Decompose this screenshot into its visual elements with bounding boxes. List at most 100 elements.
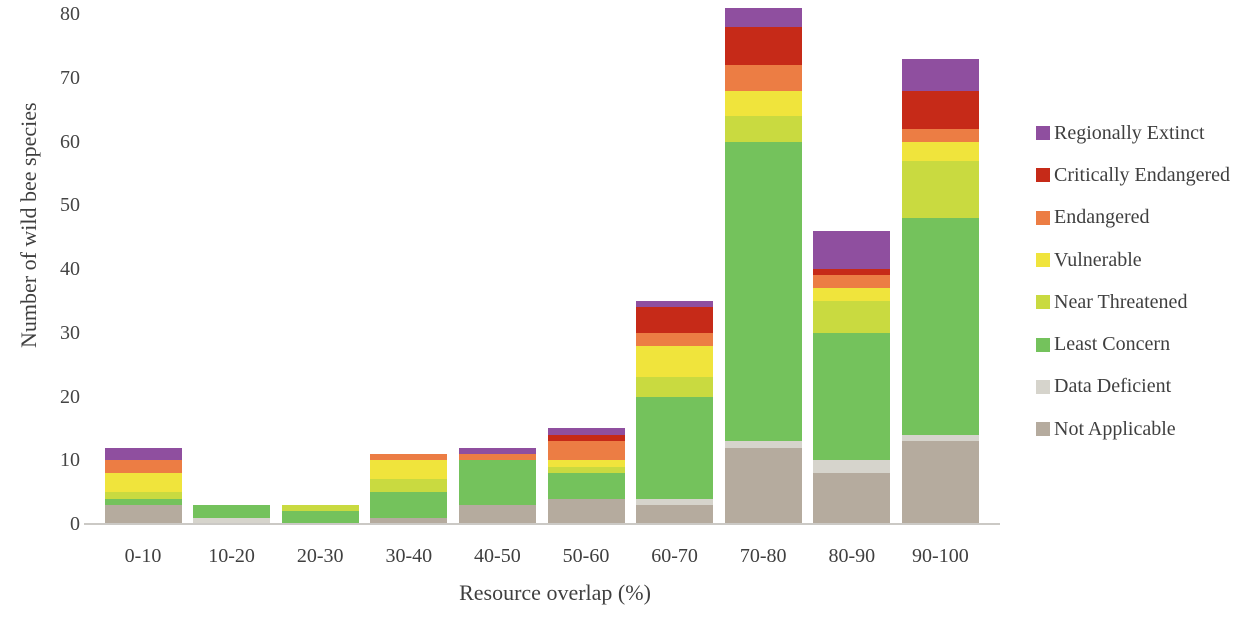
bar-segment-30-40-not-applicable [370, 517, 447, 524]
bar-segment-70-80-least-concern [725, 141, 802, 442]
bar-segment-70-80-near-threatened [725, 116, 802, 142]
legend-label: Not Applicable [1054, 417, 1176, 440]
bar-segment-50-60-endangered [548, 441, 625, 461]
bar-segment-90-100-data-deficient [902, 434, 979, 442]
bar-segment-80-90-not-applicable [813, 473, 890, 524]
bar-segment-50-60-not-applicable [548, 498, 625, 524]
bar-segment-50-60-least-concern [548, 473, 625, 499]
y-tick-label-30: 30 [60, 321, 80, 344]
legend-item-vulnerable: Vulnerable [1036, 239, 1230, 281]
chart-legend: Regionally Extinct Critically Endangered E… [1036, 112, 1230, 450]
y-tick-label-40: 40 [60, 258, 80, 280]
legend-label: Vulnerable [1054, 248, 1142, 271]
legend-swatch-icon [1036, 422, 1050, 437]
bar-segment-70-80-not-applicable [725, 447, 802, 524]
bar-segment-30-40-near-threatened [370, 479, 447, 493]
legend-swatch-icon [1036, 337, 1050, 352]
bar-segment-90-100-regionally-extinct [902, 58, 979, 91]
bar-segment-50-60-critically-endangered [548, 434, 625, 442]
legend-item-least-concern: Least Concern [1036, 323, 1230, 365]
bar-segment-60-70-not-applicable [636, 504, 713, 524]
x-axis-title: Resource overlap (%) [459, 580, 651, 605]
bar-segment-60-70-critically-endangered [636, 307, 713, 333]
bar-segment-80-90-least-concern [813, 332, 890, 461]
bar-segment-70-80-vulnerable [725, 90, 802, 116]
legend-label: Data Deficient [1054, 375, 1172, 398]
bar-segment-60-70-near-threatened [636, 377, 713, 397]
bar-segment-90-100-vulnerable [902, 141, 979, 161]
bar-segment-60-70-endangered [636, 332, 713, 346]
y-tick-label-20: 20 [60, 385, 80, 408]
bar-segment-40-50-endangered [459, 453, 536, 461]
legend-swatch-icon [1036, 168, 1050, 183]
x-tick-label-60-70: 60-70 [651, 545, 698, 567]
bar-segment-90-100-not-applicable [902, 441, 979, 524]
bar-segment-70-80-endangered [725, 65, 802, 91]
bar-segment-90-100-least-concern [902, 218, 979, 435]
bar-segment-80-90-critically-endangered [813, 269, 890, 276]
x-tick-label-0-10: 0-10 [124, 545, 162, 567]
legend-label: Critically Endangered [1054, 163, 1231, 186]
bar-segment-20-30-near-threatened [282, 504, 359, 512]
bar-segment-60-70-regionally-extinct [636, 300, 713, 308]
bar-segment-30-40-endangered [370, 453, 447, 461]
legend-label: Least Concern [1054, 333, 1171, 356]
bar-segment-90-100-critically-endangered [902, 90, 979, 129]
legend-item-not-applicable: Not Applicable [1036, 408, 1230, 450]
legend-swatch-icon [1036, 126, 1050, 141]
legend-item-critically-endangered: Critically Endangered [1036, 154, 1230, 196]
x-tick-label-70-80: 70-80 [739, 545, 787, 567]
bar-segment-30-40-vulnerable [370, 460, 447, 480]
bar-segment-70-80-regionally-extinct [725, 7, 802, 27]
bar-segment-10-20-least-concern [193, 504, 270, 518]
bar-segment-0-10-regionally-extinct [105, 447, 182, 461]
bar-segment-40-50-not-applicable [459, 504, 536, 524]
bar-segment-50-60-regionally-extinct [548, 428, 625, 435]
bar-segment-40-50-least-concern [459, 460, 536, 505]
x-tick-label-80-90: 80-90 [828, 545, 876, 567]
x-tick-label-50-60: 50-60 [562, 545, 610, 567]
bar-segment-80-90-regionally-extinct [813, 230, 890, 269]
bar-segment-30-40-least-concern [370, 492, 447, 518]
bar-segment-50-60-vulnerable [548, 460, 625, 467]
y-tick-label-0: 0 [70, 513, 80, 535]
legend-item-regionally-extinct: Regionally Extinct [1036, 112, 1230, 154]
bar-segment-80-90-endangered [813, 275, 890, 289]
legend-item-near-threatened: Near Threatened [1036, 281, 1230, 323]
legend-label: Near Threatened [1054, 290, 1188, 313]
bar-segment-0-10-not-applicable [105, 504, 182, 524]
bar-segment-0-10-least-concern [105, 498, 182, 505]
x-tick-label-30-40: 30-40 [385, 545, 433, 567]
bar-segment-20-30-least-concern [282, 511, 359, 524]
legend-swatch-icon [1036, 210, 1050, 225]
bar-segment-80-90-vulnerable [813, 288, 890, 301]
legend-swatch-icon [1036, 253, 1050, 268]
bar-segment-60-70-data-deficient [636, 498, 713, 505]
y-tick-label-60: 60 [60, 130, 80, 153]
bar-segment-70-80-critically-endangered [725, 26, 802, 65]
bar-segment-50-60-near-threatened [548, 466, 625, 473]
y-tick-label-80: 80 [60, 3, 80, 25]
bar-segment-60-70-vulnerable [636, 345, 713, 378]
x-tick-label-10-20: 10-20 [208, 545, 255, 567]
bar-segment-80-90-near-threatened [813, 300, 890, 333]
legend-item-endangered: Endangered [1036, 197, 1230, 239]
bar-segment-60-70-least-concern [636, 396, 713, 499]
x-tick-label-20-30: 20-30 [296, 545, 344, 567]
x-tick-label-40-50: 40-50 [474, 545, 521, 567]
bar-segment-0-10-near-threatened [105, 492, 182, 499]
bar-segment-80-90-data-deficient [813, 460, 890, 473]
bar-segment-90-100-near-threatened [902, 160, 979, 218]
y-tick-label-10: 10 [60, 449, 80, 472]
y-tick-label-50: 50 [60, 194, 80, 217]
bar-segment-40-50-regionally-extinct [459, 447, 536, 454]
bar-segment-0-10-endangered [105, 460, 182, 473]
legend-item-data-deficient: Data Deficient [1036, 366, 1230, 408]
x-tick-label-90-100: 90-100 [912, 545, 969, 567]
y-tick-label-70: 70 [60, 66, 80, 89]
legend-swatch-icon [1036, 379, 1050, 394]
bar-segment-10-20-data-deficient [193, 517, 270, 524]
bar-segment-90-100-endangered [902, 128, 979, 142]
bar-segment-0-10-vulnerable [105, 473, 182, 493]
